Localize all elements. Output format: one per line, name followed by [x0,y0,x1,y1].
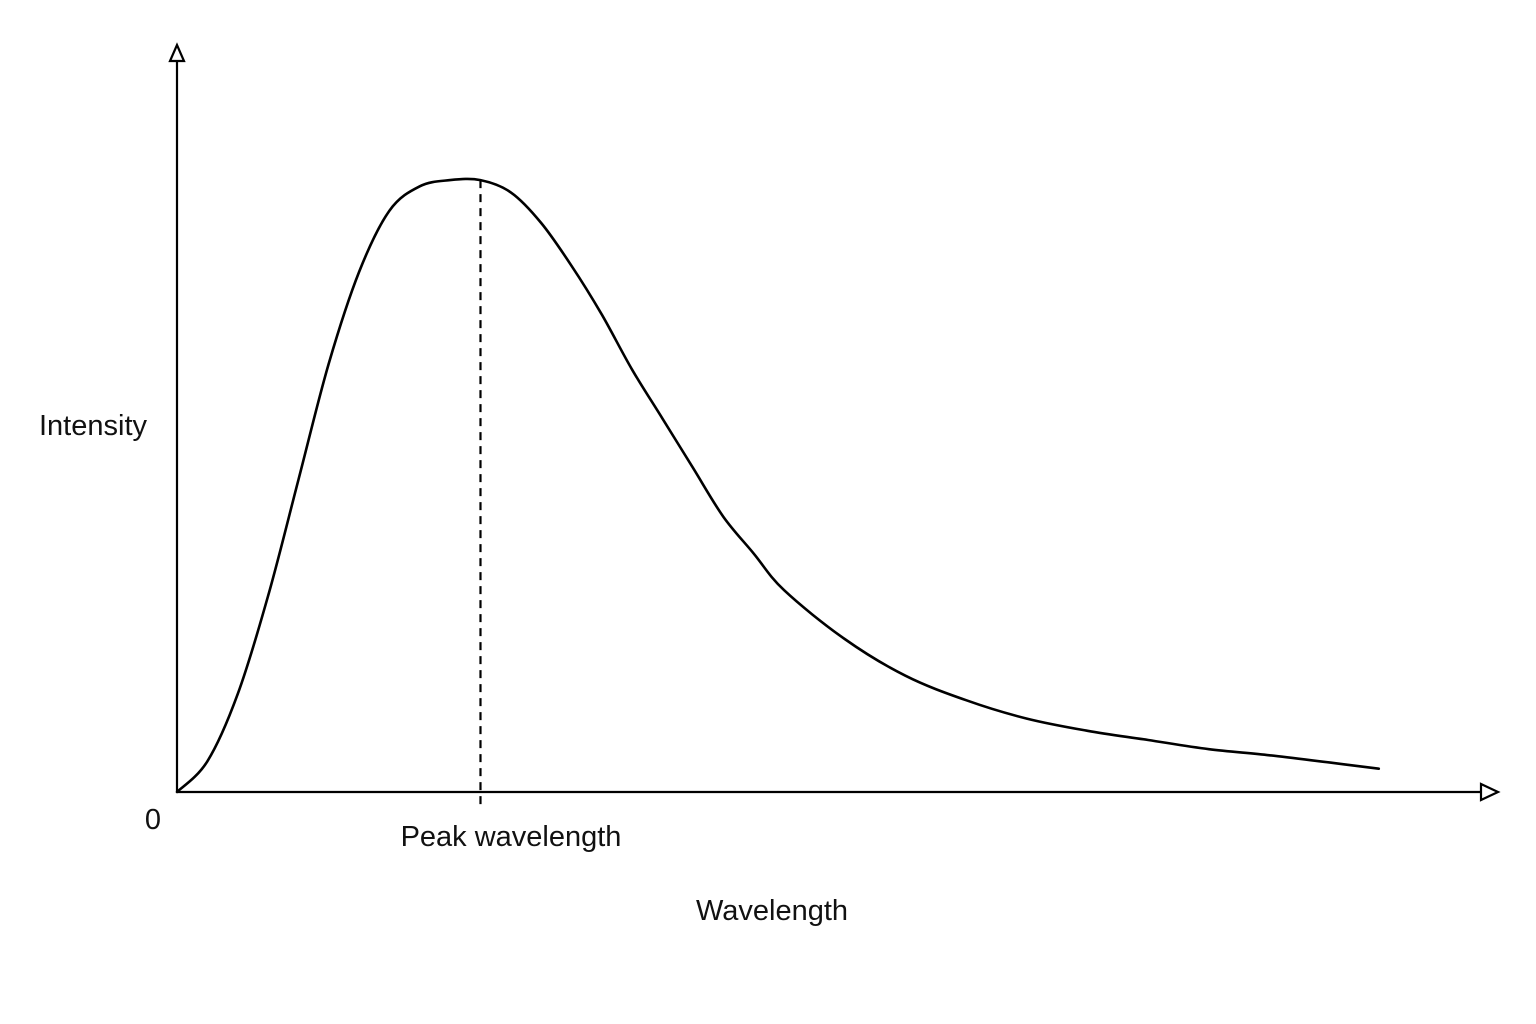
chart-labels: Intensity Wavelength 0 Peak wavelength [39,410,848,927]
intensity-curve [175,177,1381,794]
y-axis-label: Intensity [39,410,147,442]
y-axis-arrow-icon [168,42,186,63]
axes [168,42,1501,802]
x-axis-label: Wavelength [696,895,848,927]
x-axis-arrow-icon [1479,782,1501,802]
origin-label: 0 [145,804,161,836]
peak-wavelength-label: Peak wavelength [401,821,622,853]
plot-area [175,177,1381,806]
